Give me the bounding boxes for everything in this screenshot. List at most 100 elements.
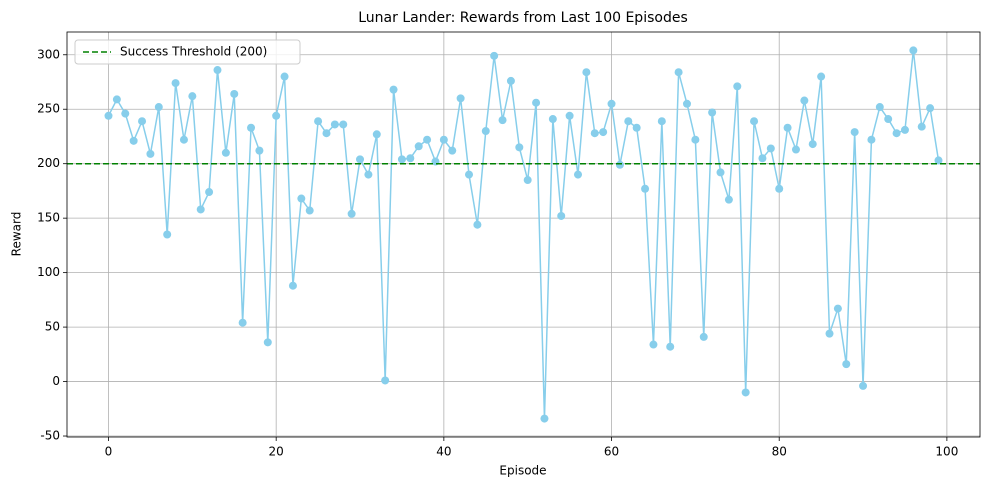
data-point	[716, 168, 725, 177]
data-point	[490, 51, 499, 60]
data-point	[590, 129, 599, 138]
y-axis-label: Reward	[10, 212, 24, 257]
data-point	[892, 129, 901, 138]
data-point	[213, 66, 222, 75]
y-tick-label: 100	[37, 265, 60, 279]
legend: Success Threshold (200)	[74, 39, 301, 65]
data-point	[733, 82, 742, 91]
data-point	[708, 108, 717, 117]
data-point	[297, 194, 306, 203]
data-point	[909, 46, 918, 55]
data-point	[104, 111, 113, 120]
data-point	[448, 146, 457, 155]
data-point	[414, 142, 423, 151]
data-point	[859, 381, 868, 390]
data-point	[389, 85, 398, 94]
data-point	[423, 135, 432, 144]
data-point	[372, 130, 381, 139]
data-point	[573, 170, 582, 179]
data-point	[817, 72, 826, 81]
data-point	[381, 376, 390, 385]
legend-box	[74, 39, 301, 65]
data-point	[825, 329, 834, 338]
data-point	[649, 340, 658, 349]
data-point	[900, 125, 909, 134]
data-point	[255, 146, 264, 155]
data-point	[565, 111, 574, 120]
data-point	[247, 123, 256, 132]
data-point	[498, 116, 507, 125]
data-point	[456, 94, 465, 103]
data-point	[322, 129, 331, 138]
data-point	[473, 220, 482, 229]
data-point	[406, 154, 415, 163]
data-point	[439, 135, 448, 144]
x-tick-label: 40	[436, 445, 451, 459]
data-point	[766, 144, 775, 153]
data-point	[875, 103, 884, 112]
data-point	[741, 388, 750, 397]
data-point	[615, 160, 624, 169]
data-point	[112, 95, 121, 104]
data-point	[917, 122, 926, 131]
chart-title: Lunar Lander: Rewards from Last 100 Epis…	[358, 10, 688, 26]
data-point	[314, 117, 323, 126]
data-point	[699, 332, 708, 341]
y-tick-label: 250	[37, 102, 60, 116]
data-point	[540, 414, 549, 423]
data-line	[107, 50, 940, 419]
data-point	[356, 155, 365, 164]
data-point	[800, 96, 809, 105]
data-point	[582, 68, 591, 77]
data-point	[129, 136, 138, 145]
data-point	[179, 135, 188, 144]
data-point	[163, 230, 172, 239]
data-point	[364, 170, 373, 179]
data-point	[188, 92, 197, 101]
data-point	[884, 115, 893, 124]
data-point	[666, 342, 675, 351]
data-point	[339, 120, 348, 129]
x-tick-label: 20	[269, 445, 284, 459]
data-point	[154, 103, 163, 112]
data-point	[347, 209, 356, 218]
data-point	[397, 155, 406, 164]
data-point	[607, 99, 616, 108]
data-point	[842, 360, 851, 369]
y-tick-label: 200	[37, 156, 60, 170]
x-tick-label: 100	[935, 445, 958, 459]
y-tick-label: 300	[37, 47, 60, 61]
data-point	[632, 123, 641, 132]
data-point	[850, 128, 859, 137]
y-tick-label: 0	[52, 374, 60, 388]
x-tick-label: 0	[105, 445, 113, 459]
x-axis-label: Episode	[499, 464, 546, 478]
data-point	[758, 154, 767, 163]
data-point	[750, 117, 759, 126]
data-point	[506, 76, 515, 85]
data-point	[934, 156, 943, 165]
data-point	[926, 104, 935, 113]
data-point	[330, 120, 339, 129]
data-point	[682, 99, 691, 108]
data-point	[532, 98, 541, 107]
data-point	[481, 127, 490, 136]
data-point	[783, 123, 792, 132]
data-point	[557, 211, 566, 220]
data-point	[808, 140, 817, 149]
legend-label: Success Threshold (200)	[120, 45, 267, 59]
y-tick-label: 50	[45, 320, 60, 334]
data-point	[833, 304, 842, 313]
data-point	[280, 72, 289, 81]
data-point	[791, 145, 800, 154]
data-point	[691, 135, 700, 144]
y-tick-label: 150	[37, 211, 60, 225]
data-point	[867, 135, 876, 144]
data-point	[724, 195, 733, 204]
data-point	[263, 338, 272, 347]
data-point	[305, 206, 314, 215]
data-point	[624, 117, 633, 126]
